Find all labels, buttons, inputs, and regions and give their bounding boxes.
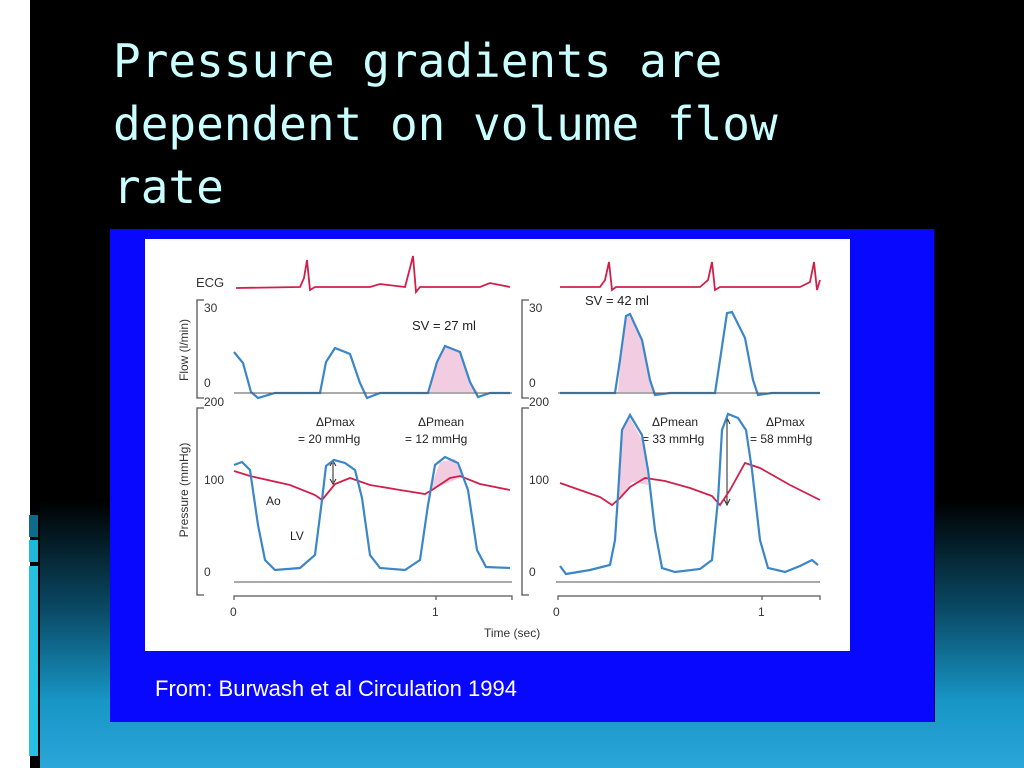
right-sv-label: SV = 42 ml	[585, 293, 649, 308]
figure-canvas	[145, 239, 850, 651]
accent-square-2	[29, 540, 38, 562]
right-dpmax-value: = 58 mmHg	[750, 432, 812, 446]
time-xlabel: Time (sec)	[484, 626, 540, 640]
left-dark-band	[30, 0, 40, 768]
left-flow-series	[233, 344, 510, 400]
right-dp-shade	[618, 418, 648, 500]
left-ecg-series	[235, 255, 511, 295]
left-time-axis	[233, 595, 513, 600]
right-flow-tick-0: 0	[529, 376, 536, 390]
left-ao-series	[233, 470, 511, 502]
title-line-2: dependent on volume flow	[113, 97, 778, 151]
accent-bar	[29, 566, 38, 756]
pressure-ylabel: Pressure (mmHg)	[177, 443, 191, 538]
right-time-tick-1: 1	[758, 605, 765, 619]
title-line-1: Pressure gradients are	[113, 34, 723, 88]
left-lv-label: LV	[290, 529, 304, 543]
right-flow-axis	[521, 299, 529, 399]
left-dpmax-label: ΔPmax	[316, 415, 355, 429]
right-pressure-axis	[521, 407, 529, 596]
right-p-tick-200: 200	[529, 395, 549, 409]
left-flow-tick-0: 0	[204, 376, 211, 390]
slide-title: Pressure gradients are dependent on volu…	[113, 30, 893, 219]
right-dpmean-value: = 33 mmHg	[642, 432, 704, 446]
left-sv-shade	[430, 346, 478, 392]
right-time-axis	[557, 595, 821, 600]
right-flow-tick-30: 30	[529, 301, 543, 315]
left-time-tick-1: 1	[432, 605, 439, 619]
left-dpmax-value: = 20 mmHg	[298, 432, 360, 446]
right-ecg-series	[560, 261, 821, 292]
left-lv-series	[233, 455, 511, 572]
citation-text: From: Burwash et al Circulation 1994	[155, 676, 517, 701]
right-lv-series	[559, 412, 819, 576]
left-p-tick-0: 0	[204, 565, 211, 579]
title-line-3: rate	[113, 160, 224, 214]
left-flow-axis	[196, 299, 204, 399]
right-p-tick-100: 100	[529, 473, 549, 487]
right-ao-series	[559, 461, 821, 507]
left-pressure-axis	[196, 407, 204, 596]
left-ao-label: Ao	[266, 494, 281, 508]
accent-top	[20, 0, 30, 130]
right-dpmax-label: ΔPmax	[766, 415, 805, 429]
left-dp-shade	[430, 459, 462, 490]
left-sv-label: SV = 27 ml	[412, 318, 476, 333]
left-dpmean-label: ΔPmean	[418, 415, 464, 429]
left-p-tick-100: 100	[204, 473, 224, 487]
flow-ylabel: Flow (l/min)	[177, 319, 191, 381]
right-dpmean-label: ΔPmean	[652, 415, 698, 429]
left-flow-tick-30: 30	[204, 301, 218, 315]
right-p-tick-0: 0	[529, 565, 536, 579]
left-dpmean-value: = 12 mmHg	[405, 432, 467, 446]
right-sv-shade	[618, 314, 654, 392]
right-time-tick-0: 0	[553, 605, 560, 619]
ecg-label: ECG	[196, 275, 224, 290]
accent-square-1	[29, 515, 38, 537]
left-p-tick-200: 200	[204, 395, 224, 409]
left-time-tick-0: 0	[230, 605, 237, 619]
